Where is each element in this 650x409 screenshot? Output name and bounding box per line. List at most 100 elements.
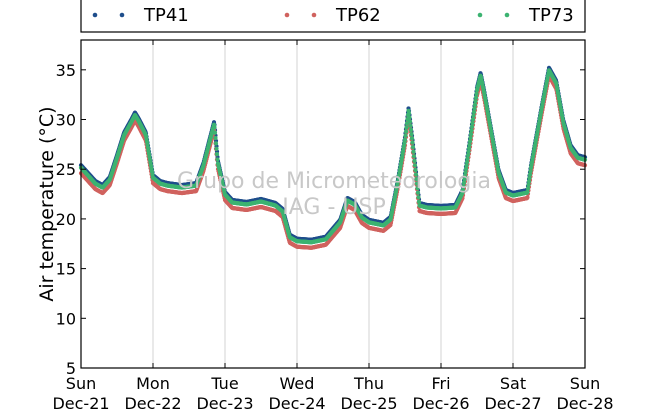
watermark-line-2: IAG - USP	[282, 195, 385, 220]
data-point	[528, 169, 533, 174]
legend-marker-TP73	[504, 12, 510, 18]
legend: TP41 TP62 TP73	[80, 0, 586, 33]
x-tick-label-date: Dec-25	[340, 394, 397, 409]
data-point	[411, 149, 416, 154]
data-point	[469, 128, 474, 133]
data-points	[78, 65, 588, 250]
x-tick-label-day: Sun	[66, 374, 96, 393]
data-point	[403, 129, 409, 134]
data-point	[466, 146, 472, 151]
data-point	[461, 184, 466, 189]
x-tick-label-date: Dec-22	[124, 394, 181, 409]
data-point	[472, 106, 477, 111]
y-tick-label: 20	[56, 210, 76, 229]
y-tick-label: 25	[56, 160, 76, 179]
data-point	[403, 133, 408, 138]
data-point	[465, 153, 471, 158]
watermark: Grupo de Micrometeorologia IAG - USP	[177, 169, 491, 220]
x-tick-label-day: Wed	[280, 374, 315, 393]
y-tick-label: 30	[56, 111, 76, 130]
data-point	[214, 152, 220, 157]
data-point	[407, 115, 412, 120]
data-point	[213, 135, 218, 141]
data-point	[413, 167, 418, 173]
watermark-line-1: Grupo de Micrometeorologia	[177, 169, 491, 194]
data-point	[462, 173, 468, 179]
data-point	[408, 123, 413, 128]
data-point	[526, 182, 531, 188]
data-point	[410, 145, 416, 150]
data-point	[402, 137, 408, 142]
data-point	[460, 187, 466, 192]
legend-label-TP73: TP73	[528, 5, 574, 26]
data-point	[409, 136, 415, 141]
data-point	[472, 102, 478, 107]
data-point	[525, 195, 530, 200]
data-point	[213, 141, 219, 146]
x-tick-label-date: Dec-24	[268, 394, 325, 409]
data-point	[474, 91, 479, 96]
data-point	[412, 163, 418, 168]
data-point	[467, 142, 472, 148]
data-point	[526, 179, 532, 184]
legend-marker-TP73	[477, 12, 483, 18]
data-point	[413, 172, 419, 177]
data-point	[527, 172, 533, 177]
x-tick-label-day: Mon	[136, 374, 170, 393]
x-tick-label-date: Dec-23	[196, 394, 253, 409]
legend-marker-TP62	[284, 12, 290, 18]
data-point	[212, 130, 218, 135]
data-point	[525, 189, 530, 194]
data-point	[471, 110, 477, 115]
data-point	[461, 180, 467, 186]
data-point	[471, 113, 476, 118]
y-tick-label: 35	[56, 61, 76, 80]
data-point	[465, 156, 470, 161]
x-tick-label-date: Dec-28	[556, 394, 613, 409]
data-point	[464, 163, 469, 168]
data-point	[470, 117, 476, 122]
data-point	[468, 131, 474, 137]
data-point	[212, 125, 217, 130]
legend-box	[80, 0, 586, 33]
x-tick-label-date: Dec-21	[52, 394, 109, 409]
data-point	[466, 149, 471, 154]
data-point	[404, 125, 409, 130]
data-point	[409, 131, 414, 137]
x-tick-label-day: Thu	[353, 374, 384, 393]
data-point	[407, 119, 413, 124]
legend-marker-TP62	[311, 12, 317, 18]
data-point	[469, 124, 475, 129]
legend-label-TP62: TP62	[335, 5, 381, 26]
x-tick-label-day: Fri	[431, 374, 450, 393]
data-point	[464, 160, 470, 165]
data-point	[416, 199, 422, 204]
legend-marker-TP41	[92, 12, 98, 18]
series-TP73	[78, 68, 588, 245]
data-point	[410, 140, 415, 145]
data-point	[470, 121, 475, 126]
data-point	[527, 175, 532, 181]
data-point	[408, 127, 414, 133]
data-point	[473, 95, 479, 100]
data-point	[214, 146, 219, 151]
data-point	[468, 135, 473, 140]
data-point	[467, 139, 473, 144]
data-point	[414, 181, 420, 186]
data-point	[463, 170, 468, 175]
data-point	[215, 157, 220, 162]
data-point	[463, 167, 469, 172]
x-tick-label-date: Dec-27	[484, 394, 541, 409]
data-point	[416, 195, 421, 200]
x-tick-label-day: Sun	[570, 374, 600, 393]
data-point	[415, 186, 420, 191]
y-tick-label: 15	[56, 260, 76, 279]
x-tick-label-day: Sat	[500, 374, 526, 393]
x-tick-label-date: Dec-26	[412, 394, 469, 409]
series-TP62	[78, 73, 588, 250]
data-point	[473, 99, 478, 104]
x-tick-label-day: Tue	[210, 374, 238, 393]
y-axis-label: Air temperature (°C)	[36, 106, 58, 301]
legend-marker-TP41	[119, 12, 125, 18]
y-tick-label: 10	[56, 309, 76, 328]
